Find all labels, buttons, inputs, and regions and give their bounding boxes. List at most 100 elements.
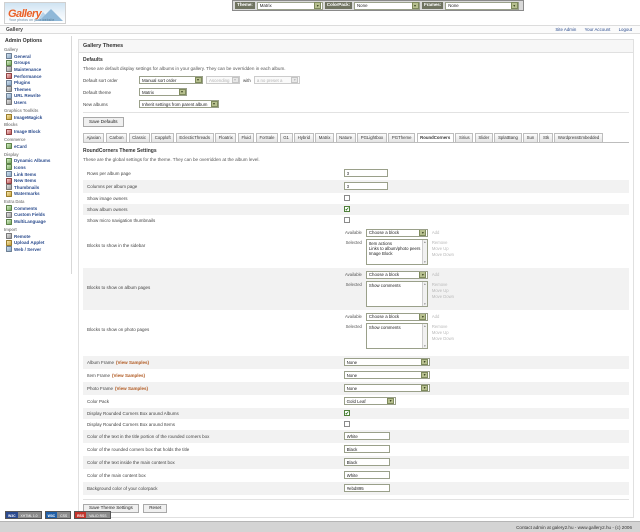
tab-hybrid[interactable]: Hybrid: [294, 133, 314, 142]
sidebar-item-imagemagick[interactable]: ImageMagick: [3, 114, 68, 121]
available-block-select[interactable]: Choose a block ▾: [365, 270, 428, 279]
tab-pglightbox[interactable]: PGLightbox: [357, 133, 387, 142]
tab-carbon[interactable]: Carbon: [105, 133, 128, 142]
validation-badge[interactable]: RSS VALID RSS: [74, 511, 111, 519]
frame-select[interactable]: None ▾: [343, 384, 430, 393]
sidebar-item-url-rewrite[interactable]: URL Rewrite: [3, 92, 68, 100]
scroll-down-icon[interactable]: ▾: [423, 259, 426, 264]
sidebar-item-dynamic-albums[interactable]: Dynamic Albums: [3, 157, 68, 165]
colorpack-theme-select[interactable]: Gold Leaf ▾: [343, 397, 396, 406]
remove-button[interactable]: Remove: [431, 281, 448, 287]
sidebar-item-watermarks[interactable]: Watermarks: [3, 190, 68, 198]
sidebar-item-new-items[interactable]: New Items: [3, 177, 68, 184]
view-samples-link[interactable]: (View Samples): [116, 359, 149, 365]
sidebar-item-image-block[interactable]: Image Block: [3, 128, 68, 135]
logout-link[interactable]: Logout: [618, 26, 632, 32]
theme-select[interactable]: Matrix ▾: [256, 1, 323, 10]
scroll-down-icon[interactable]: ▾: [423, 301, 426, 306]
setting-checkbox[interactable]: [343, 217, 350, 224]
selected-blocks-list[interactable]: Show comments ▴ ▾: [365, 322, 428, 349]
tab-sirius[interactable]: Sirius: [455, 133, 474, 142]
sidebar-item-plugins[interactable]: Plugins: [3, 79, 68, 86]
view-samples-link[interactable]: (View Samples): [112, 372, 145, 378]
your-account-link[interactable]: Your Account: [584, 26, 611, 32]
sidebar-item-thumbnails[interactable]: Thumbnails: [3, 184, 68, 191]
move-up-button[interactable]: Move Up: [431, 245, 449, 251]
tab-wordpressembedded[interactable]: WordpressEmbedded: [554, 133, 603, 142]
tab-fluid[interactable]: Fluid: [237, 133, 255, 142]
sidebar-item-custom-fields[interactable]: Custom Fields: [3, 211, 68, 219]
tab-nature[interactable]: Nature: [335, 133, 356, 142]
tab-stk[interactable]: Stk: [539, 133, 553, 142]
default-theme-select[interactable]: Matrix ▾: [139, 88, 187, 96]
sidebar-item-multilanguage[interactable]: MultiLanguage: [3, 218, 68, 225]
move-up-button[interactable]: Move Up: [431, 287, 449, 293]
selected-blocks-list[interactable]: Show comments ▴ ▾: [365, 280, 428, 307]
sidebar-item-comments[interactable]: Comments: [3, 205, 68, 212]
move-down-button[interactable]: Move Down: [431, 293, 454, 299]
validation-badge[interactable]: W3C CSS: [44, 511, 72, 519]
scroll-up-icon[interactable]: ▴: [423, 281, 426, 286]
scroll-up-icon[interactable]: ▴: [423, 323, 426, 328]
tab-forsale[interactable]: ForSale: [255, 133, 279, 142]
sidebar-item-general[interactable]: General: [3, 53, 68, 60]
setting-text-input[interactable]: [343, 182, 388, 191]
tab-matrix[interactable]: Matrix: [315, 133, 335, 142]
move-down-button[interactable]: Move Down: [431, 335, 454, 341]
frame-select[interactable]: None ▾: [343, 358, 430, 367]
frames-select[interactable]: None ▾: [445, 1, 520, 10]
tab-ajaxian[interactable]: Ajaxian: [83, 133, 105, 142]
color-value-input[interactable]: [343, 445, 390, 454]
tab-g1[interactable]: G1: [279, 133, 293, 142]
sort-direction-select[interactable]: Ascending ▾: [206, 76, 240, 84]
sidebar-item-icons[interactable]: Icons: [3, 164, 68, 171]
sidebar-item-groups[interactable]: Groups: [3, 59, 68, 67]
sidebar-item-ecard[interactable]: eCard: [3, 143, 68, 150]
sidebar-item-upload-applet[interactable]: Upload Applet: [3, 239, 68, 246]
frame-select[interactable]: None ▾: [343, 371, 430, 380]
tab-floatrix[interactable]: Floatrix: [215, 133, 237, 142]
sort-preset-select[interactable]: a no preset a ▾: [253, 76, 300, 84]
sidebar-item-remote[interactable]: Remote: [3, 233, 68, 240]
default-sort-order-select[interactable]: Manual sort order ▾: [139, 76, 203, 84]
list-item[interactable]: Show comments: [368, 282, 401, 288]
scroll-down-icon[interactable]: ▾: [423, 343, 426, 348]
tab-slider[interactable]: Slider: [474, 133, 493, 142]
gallery-logo[interactable]: Gallery Your photos on your website: [4, 2, 66, 24]
sidebar-item-performance[interactable]: Performance: [3, 73, 68, 80]
new-albums-select[interactable]: Inherit settings from parent album ▾: [139, 100, 219, 108]
color-value-input[interactable]: [343, 432, 390, 441]
setting-checkbox[interactable]: [343, 421, 350, 428]
color-value-input[interactable]: [343, 471, 390, 480]
add-block-button[interactable]: Add: [431, 313, 440, 319]
list-item[interactable]: Links to album/photo peers: [368, 245, 421, 251]
list-item[interactable]: Item actions: [368, 240, 393, 246]
list-item[interactable]: Show comments: [368, 324, 401, 330]
setting-checkbox[interactable]: [343, 410, 350, 417]
tab-roundcorners[interactable]: RoundCorners: [416, 133, 454, 143]
scroll-up-icon[interactable]: ▴: [423, 239, 426, 244]
list-scrollbar[interactable]: ▴ ▾: [421, 281, 427, 306]
move-up-button[interactable]: Move Up: [431, 329, 449, 335]
breadcrumb[interactable]: Gallery: [6, 26, 23, 33]
add-block-button[interactable]: Add: [431, 271, 440, 277]
sidebar-item-users[interactable]: Users: [3, 99, 68, 106]
available-block-select[interactable]: Choose a block ▾: [365, 312, 428, 321]
colorpack-select[interactable]: None ▾: [354, 1, 421, 10]
list-item[interactable]: Image Block: [368, 251, 393, 257]
list-scrollbar[interactable]: ▴ ▾: [421, 239, 427, 264]
save-defaults-button[interactable]: Save Defaults: [83, 117, 124, 127]
available-block-select[interactable]: Choose a block ▾: [365, 228, 428, 237]
validation-badge[interactable]: W3C XHTML 1.0: [5, 511, 42, 519]
color-value-input[interactable]: [343, 458, 390, 467]
setting-checkbox[interactable]: [343, 206, 350, 213]
selected-blocks-list[interactable]: Item actions Links to album/photo peers Im…: [365, 238, 428, 265]
view-samples-link[interactable]: (View Samples): [115, 385, 148, 391]
tab-pgtheme[interactable]: PGTheme: [388, 133, 416, 142]
tab-sun[interactable]: Sun: [523, 133, 538, 142]
site-admin-link[interactable]: Site Admin: [555, 26, 577, 32]
list-scrollbar[interactable]: ▴ ▾: [421, 323, 427, 348]
setting-text-input[interactable]: [343, 169, 388, 178]
remove-button[interactable]: Remove: [431, 323, 448, 329]
tab-eclecticthreads[interactable]: EclecticThreads: [175, 133, 214, 142]
